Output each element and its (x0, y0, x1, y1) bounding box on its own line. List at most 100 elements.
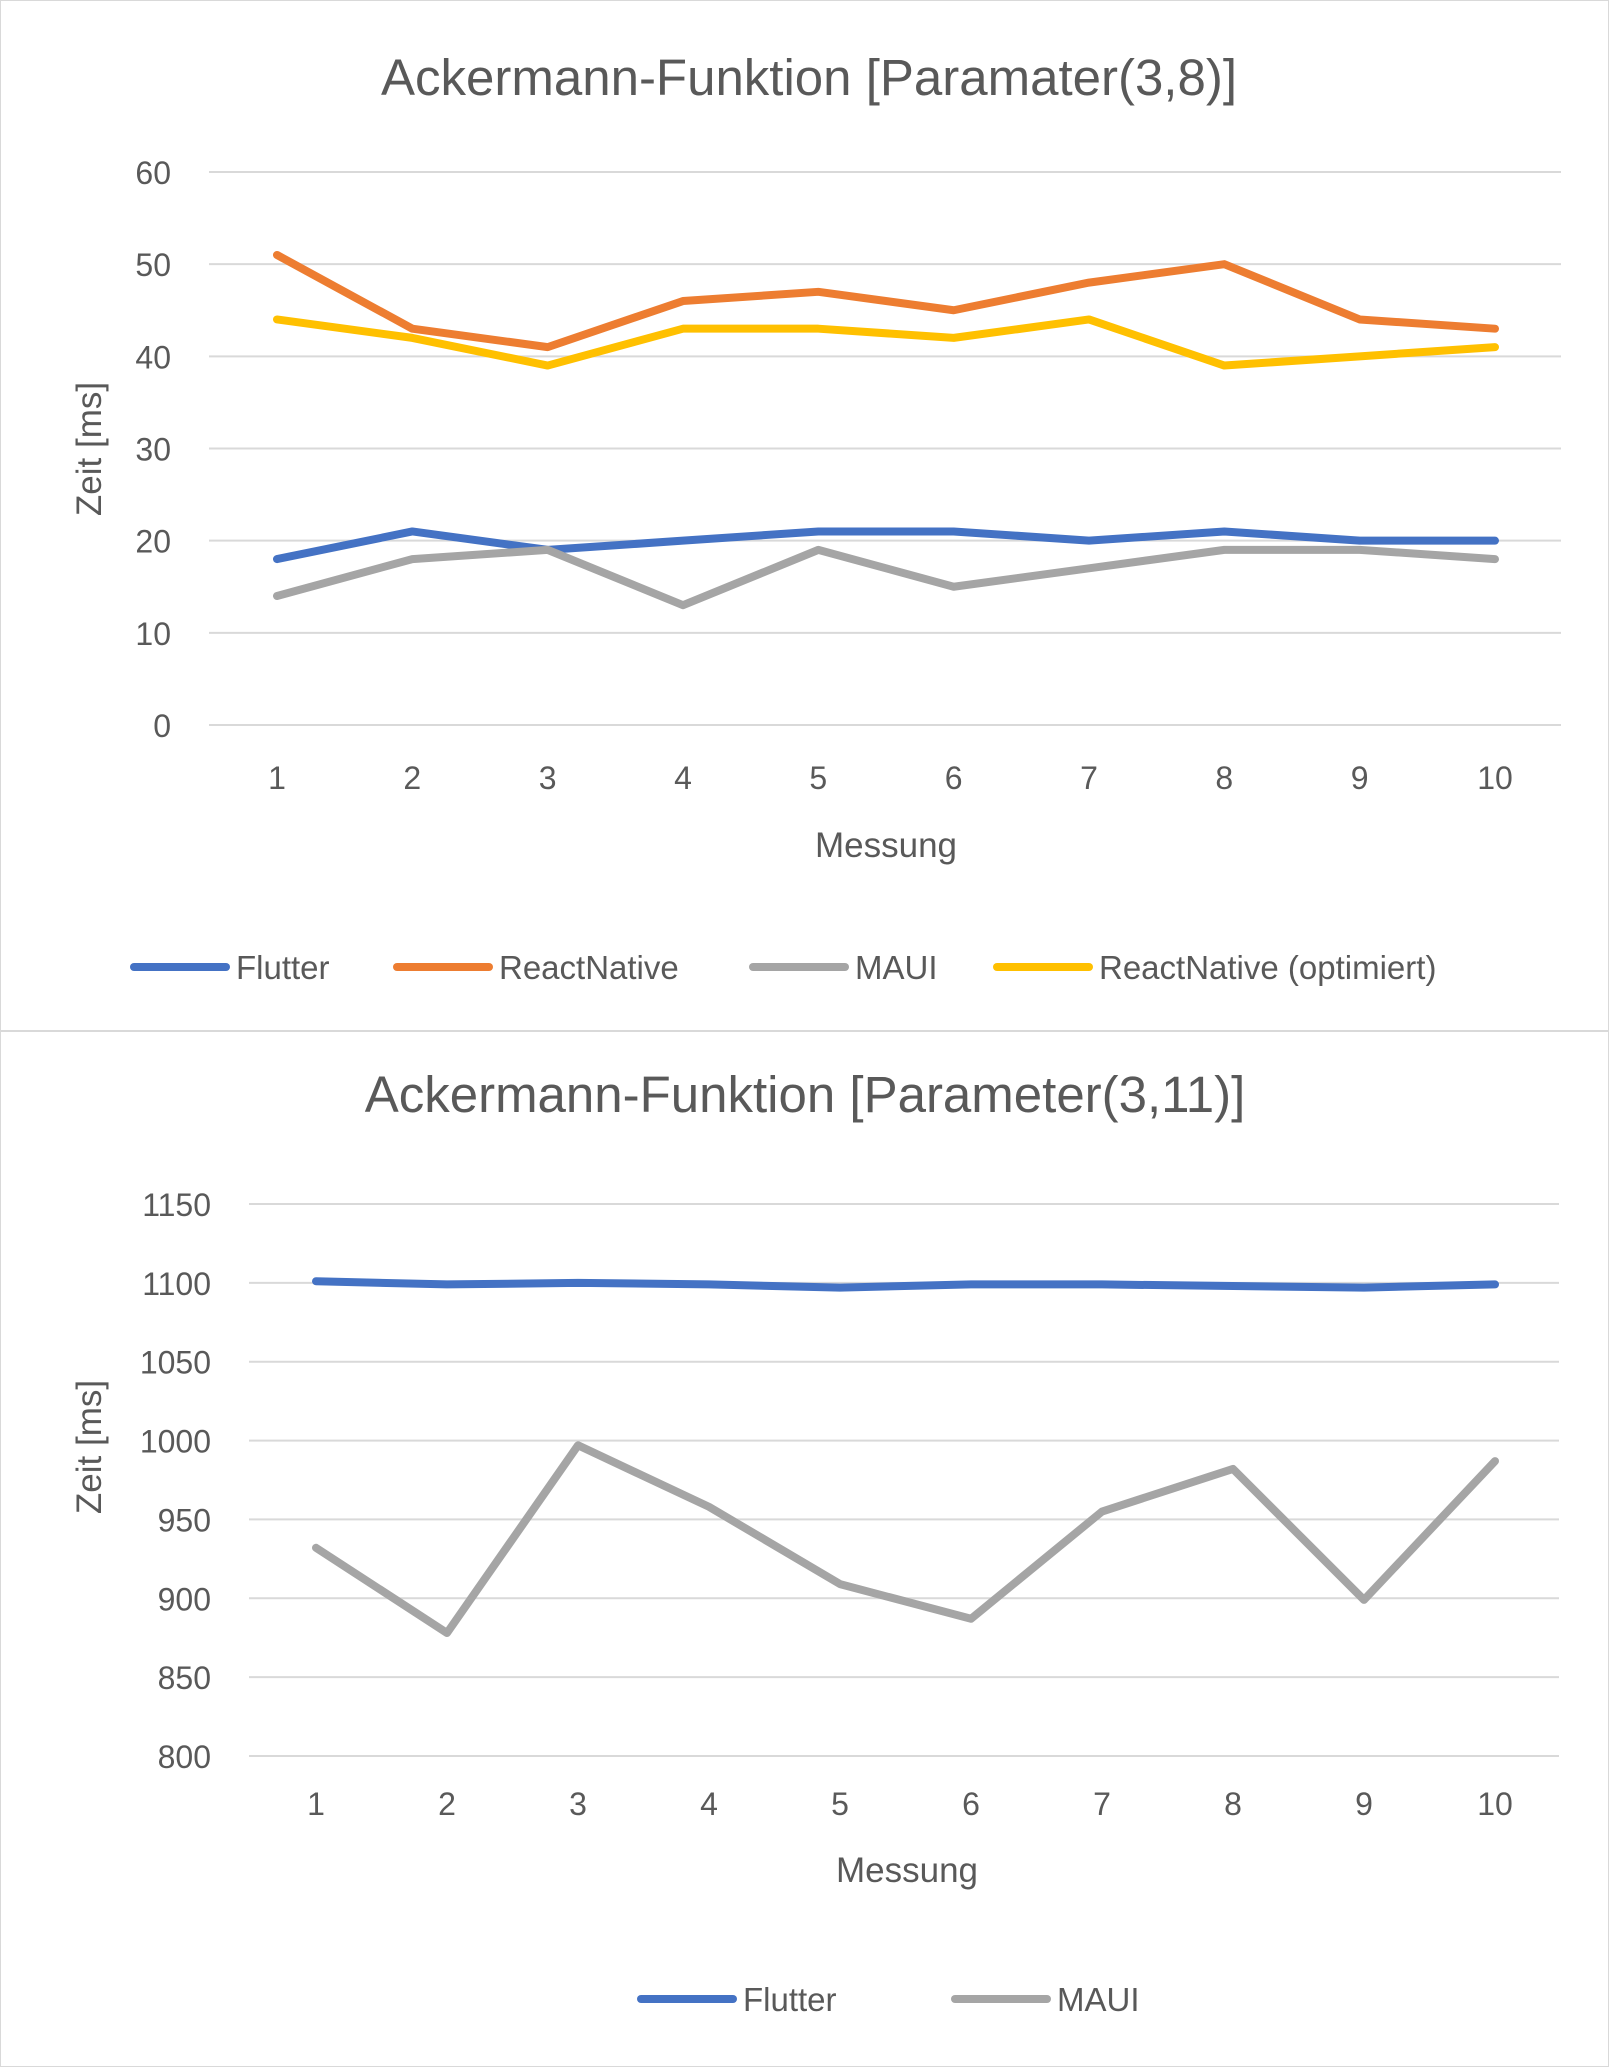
data-point (817, 530, 820, 533)
x-tick-label: 1 (268, 760, 286, 796)
data-point (682, 604, 684, 607)
x-tick-label: 10 (1477, 760, 1513, 796)
data-point (1232, 1467, 1234, 1470)
data-point (817, 290, 820, 293)
x-tick-label: 2 (438, 1786, 456, 1822)
x-tick-label: 3 (569, 1786, 587, 1822)
data-point (1494, 558, 1496, 561)
x-tick-label: 4 (674, 760, 692, 796)
data-point (446, 1631, 448, 1634)
data-point (682, 539, 684, 542)
x-tick-label: 8 (1215, 760, 1233, 796)
data-point (1223, 548, 1226, 551)
data-point (276, 594, 278, 597)
x-tick-label: 5 (809, 760, 827, 796)
y-tick-label: 30 (135, 432, 171, 468)
series-line-flutter (312, 1277, 1499, 1292)
data-point (1494, 327, 1496, 330)
chart-panel-bottom: Ackermann-Funktion [Parameter(3,11)] 800… (0, 1031, 1609, 2067)
data-point (1223, 263, 1226, 266)
data-point (682, 327, 684, 330)
y-axis-label: Zeit [ms] (70, 1380, 109, 1514)
data-point (952, 336, 955, 339)
x-tick-label: 9 (1351, 760, 1369, 796)
data-point (817, 327, 820, 330)
data-point (276, 318, 278, 321)
y-tick-label: 1000 (140, 1424, 211, 1460)
data-point (315, 1546, 317, 1549)
data-point (817, 548, 820, 551)
legend-label: ReactNative (499, 949, 679, 986)
data-point (1358, 548, 1361, 551)
x-tick-label: 5 (831, 1786, 849, 1822)
data-point (952, 530, 955, 533)
data-point (1088, 318, 1090, 321)
legend-label: MAUI (855, 949, 938, 986)
y-tick-label: 50 (135, 247, 171, 283)
series-line-reactnative-optimiert (273, 315, 1499, 370)
y-tick-label: 800 (158, 1739, 211, 1775)
data-point (839, 1583, 841, 1586)
legend-label: MAUI (1057, 1981, 1140, 2018)
data-point (708, 1505, 710, 1508)
data-point (1223, 530, 1226, 533)
x-tick-label: 1 (307, 1786, 325, 1822)
y-tick-label: 1150 (142, 1187, 211, 1223)
data-point (1494, 1283, 1496, 1286)
x-tick-label: 2 (403, 760, 421, 796)
data-point (546, 548, 549, 551)
data-point (839, 1286, 841, 1289)
data-point (952, 585, 955, 588)
series-line-maui (273, 545, 1499, 610)
legend: Flutter MAUI (637, 1981, 1140, 2018)
y-tick-label: 10 (135, 616, 171, 652)
y-tick-label: 1050 (140, 1345, 211, 1381)
data-point (1088, 281, 1090, 284)
series-line-flutter (273, 527, 1499, 564)
data-point (276, 558, 278, 561)
data-point (970, 1617, 972, 1620)
y-tick-label: 900 (158, 1581, 211, 1617)
data-point (1363, 1598, 1365, 1601)
y-tick-label: 20 (135, 524, 171, 560)
data-point (1358, 539, 1361, 542)
line-chart-ackermann-3-11: Ackermann-Funktion [Parameter(3,11)] 800… (70, 1066, 1559, 2018)
x-tick-label: 10 (1477, 1786, 1513, 1822)
data-point (970, 1283, 972, 1286)
series-line-reactnative (273, 250, 1499, 352)
data-point (411, 336, 414, 339)
data-point (1363, 1286, 1365, 1289)
legend-label: Flutter (743, 1981, 837, 2018)
x-tick-label: 9 (1355, 1786, 1373, 1822)
data-point (682, 300, 684, 303)
data-point (546, 346, 549, 349)
line-chart-ackermann-3-8: Ackermann-Funktion [Paramater(3,8)] 0 10 2… (70, 49, 1561, 986)
x-tick-label: 7 (1080, 760, 1098, 796)
data-point (952, 309, 955, 312)
data-point (411, 327, 414, 330)
chart-title: Ackermann-Funktion [Parameter(3,11)] (365, 1066, 1246, 1123)
data-point (1101, 1510, 1103, 1513)
x-tick-label: 8 (1224, 1786, 1242, 1822)
y-tick-label: 0 (153, 708, 171, 744)
data-point (1494, 1460, 1496, 1463)
data-point (315, 1280, 317, 1283)
chart-panel-top: Ackermann-Funktion [Paramater(3,8)] 0 10 2… (0, 0, 1609, 1031)
y-tick-label: 1100 (142, 1266, 211, 1302)
chart-title: Ackermann-Funktion [Paramater(3,8)] (381, 49, 1237, 106)
x-tick-label: 6 (962, 1786, 980, 1822)
data-point (1358, 355, 1361, 358)
data-point (708, 1283, 710, 1286)
y-tick-label: 40 (135, 339, 171, 375)
legend-label: Flutter (236, 949, 330, 986)
data-point (446, 1283, 448, 1286)
x-tick-label: 7 (1093, 1786, 1111, 1822)
data-point (1494, 539, 1496, 542)
x-tick-label: 3 (539, 760, 557, 796)
data-point (1223, 364, 1226, 367)
data-point (276, 253, 278, 256)
data-point (1494, 346, 1496, 349)
y-axis-label: Zeit [ms] (70, 382, 109, 516)
data-point (1358, 318, 1361, 321)
data-point (411, 558, 414, 561)
